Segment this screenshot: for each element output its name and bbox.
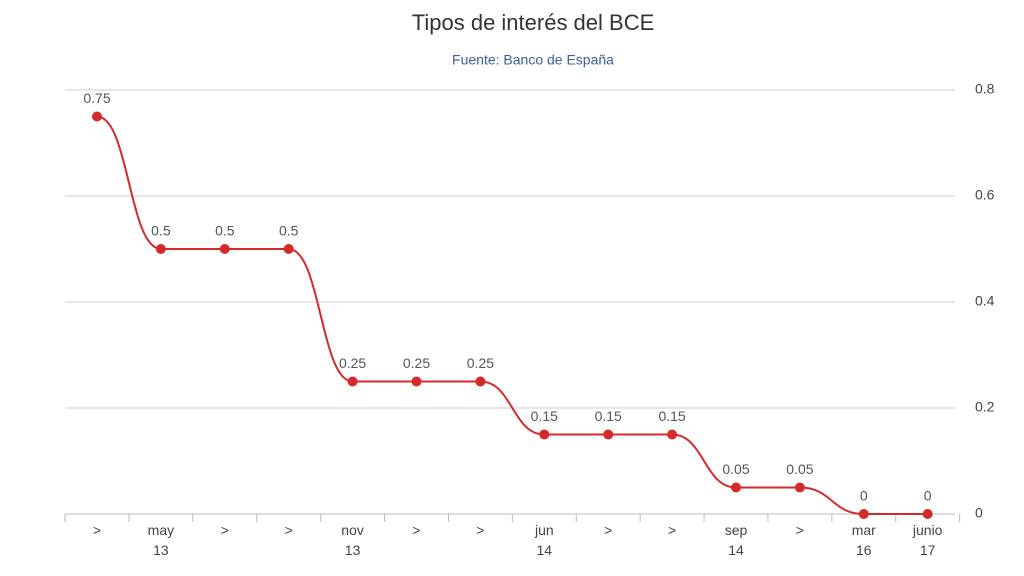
data-label: 0.15 <box>658 408 685 424</box>
point <box>155 244 166 254</box>
point <box>475 376 486 387</box>
point <box>411 376 422 387</box>
data-label: 0.25 <box>403 355 430 371</box>
chart-subtitle: Fuente: Banco de España <box>452 52 614 68</box>
point <box>858 509 869 519</box>
x-tick-label: > <box>412 522 421 538</box>
data-label: 0.15 <box>531 408 558 424</box>
data-label: 0 <box>924 488 932 504</box>
point <box>219 244 230 254</box>
y-tick-label: 0.6 <box>975 187 995 203</box>
x-tick-label: jun 14 <box>534 522 554 558</box>
y-tick-label: 0 <box>975 505 983 521</box>
point <box>283 244 294 254</box>
x-tick-label: > <box>220 522 229 538</box>
data-label: 0.25 <box>339 355 366 371</box>
data-label: 0 <box>860 488 868 504</box>
point <box>347 376 358 387</box>
x-tick-label: > <box>604 522 613 538</box>
point <box>667 429 678 440</box>
x-tick-label: nov 13 <box>341 522 364 558</box>
chart-title: Tipos de interés del BCE <box>412 10 655 35</box>
data-label: 0.15 <box>595 408 622 424</box>
y-tick-label: 0.4 <box>975 293 995 309</box>
data-label: 0.5 <box>151 223 171 239</box>
data-label: 0.75 <box>83 90 110 106</box>
x-tick-label: > <box>795 522 804 538</box>
y-tick-label: 0.2 <box>975 399 995 415</box>
point <box>603 429 614 440</box>
point <box>92 111 102 122</box>
x-tick-label: > <box>284 522 293 538</box>
x-tick-label: junio 17 <box>912 522 943 558</box>
data-label: 0.25 <box>467 355 494 371</box>
data-label: 0.5 <box>215 223 235 239</box>
x-tick-label: may 13 <box>147 522 175 558</box>
point <box>539 429 550 440</box>
data-label: 0.5 <box>279 223 299 239</box>
x-tick-label: > <box>92 522 102 538</box>
point <box>922 509 933 519</box>
x-tick-label: sep 14 <box>724 522 748 558</box>
point <box>731 482 741 493</box>
data-label: 0.05 <box>786 461 813 477</box>
y-tick-label: 0.8 <box>975 81 995 97</box>
line <box>96 115 928 516</box>
x-tick-label: > <box>476 522 485 538</box>
data-label: 0.05 <box>722 461 749 477</box>
x-tick-label: > <box>668 522 677 538</box>
point <box>794 482 805 493</box>
x-tick-label: mar 16 <box>851 522 876 558</box>
